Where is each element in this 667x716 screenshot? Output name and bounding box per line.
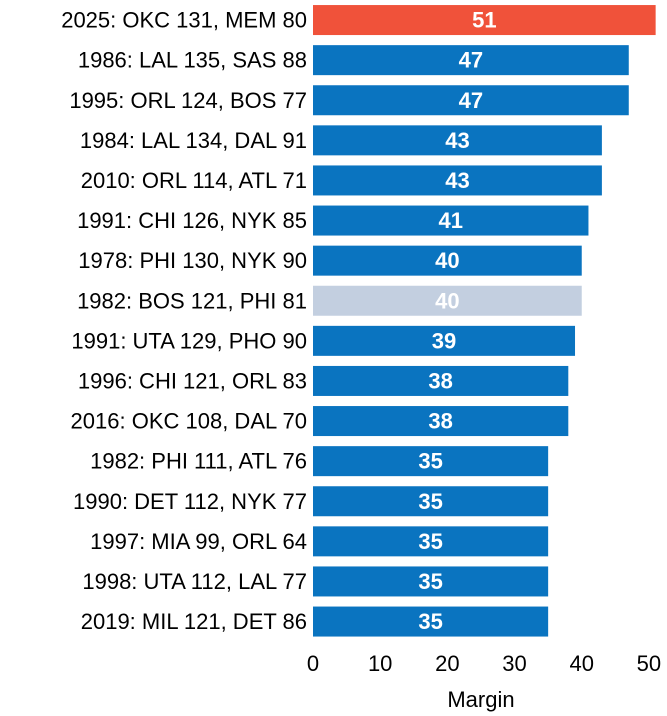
bar xyxy=(313,365,569,396)
category-label: 2019: MIL 121, DET 86 xyxy=(81,609,307,634)
category-label: 2025: OKC 131, MEM 80 xyxy=(61,8,307,33)
bar xyxy=(313,85,629,116)
category-label: 2016: OKC 108, DAL 70 xyxy=(71,409,307,434)
data-label: 40 xyxy=(435,248,459,273)
x-tick-label: 10 xyxy=(368,651,392,676)
category-label: 1982: BOS 121, PHI 81 xyxy=(77,288,307,313)
category-label: 1991: UTA 129, PHO 90 xyxy=(71,328,307,353)
data-label: 43 xyxy=(445,128,469,153)
category-label: 1986: LAL 135, SAS 88 xyxy=(78,48,307,73)
bar xyxy=(313,285,582,316)
data-label: 47 xyxy=(459,48,483,73)
category-label: 2010: ORL 114, ATL 71 xyxy=(81,168,307,193)
bar xyxy=(313,606,549,637)
category-label: 1991: CHI 126, NYK 85 xyxy=(77,208,307,233)
data-label: 47 xyxy=(459,88,483,113)
bar xyxy=(313,5,656,36)
data-label: 35 xyxy=(418,489,442,514)
data-label: 38 xyxy=(428,368,452,393)
data-label: 51 xyxy=(472,8,496,33)
category-label: 1998: UTA 112, LAL 77 xyxy=(82,569,307,594)
bar xyxy=(313,125,602,156)
bar xyxy=(313,245,582,276)
category-label: 1990: DET 112, NYK 77 xyxy=(73,489,307,514)
category-label: 1978: PHI 130, NYK 90 xyxy=(78,248,307,273)
bar xyxy=(313,205,589,236)
data-label: 40 xyxy=(435,288,459,313)
bar xyxy=(313,526,549,557)
data-label: 41 xyxy=(438,208,462,233)
category-label: 1997: MIA 99, ORL 64 xyxy=(90,529,307,554)
bar xyxy=(313,486,549,517)
bar xyxy=(313,446,549,477)
x-tick-label: 0 xyxy=(307,651,319,676)
bar xyxy=(313,566,549,597)
bar xyxy=(313,165,602,196)
category-label: 1984: LAL 134, DAL 91 xyxy=(80,128,307,153)
bar xyxy=(313,406,569,437)
data-label: 43 xyxy=(445,168,469,193)
category-label: 1996: CHI 121, ORL 83 xyxy=(78,368,307,393)
x-tick-label: 20 xyxy=(435,651,459,676)
data-label: 35 xyxy=(418,449,442,474)
data-label: 35 xyxy=(418,529,442,554)
data-label: 38 xyxy=(428,409,452,434)
bar xyxy=(313,325,576,356)
data-label: 39 xyxy=(432,328,456,353)
data-label: 35 xyxy=(418,609,442,634)
x-tick-label: 40 xyxy=(569,651,593,676)
data-label: 35 xyxy=(418,569,442,594)
x-tick-label: 30 xyxy=(502,651,526,676)
bar xyxy=(313,45,629,76)
category-label: 1982: PHI 111, ATL 76 xyxy=(90,449,307,474)
x-axis-title: Margin xyxy=(447,687,514,712)
x-tick-label: 50 xyxy=(637,651,661,676)
category-label: 1995: ORL 124, BOS 77 xyxy=(69,88,307,113)
